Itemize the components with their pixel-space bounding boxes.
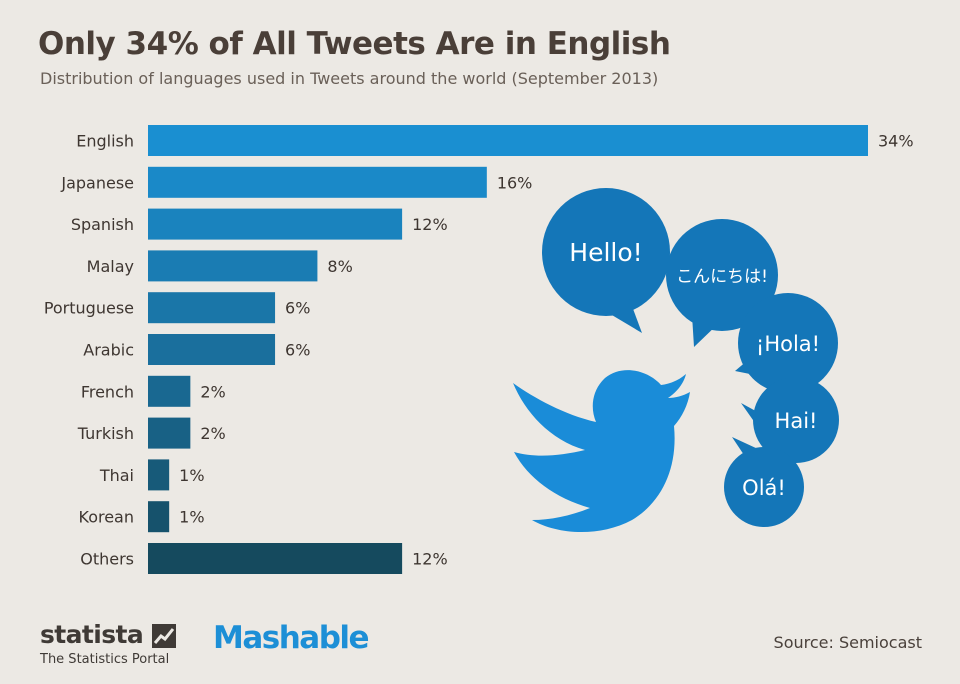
value-label-thai: 1% — [179, 466, 204, 485]
category-label-turkish: Turkish — [77, 424, 134, 443]
value-label-spanish: 12% — [412, 215, 448, 234]
source-text: Source: Semiocast — [773, 633, 922, 652]
category-label-spanish: Spanish — [71, 215, 134, 234]
bubble-text-konnichiwa: こんにちは! — [676, 267, 768, 287]
speech-bubble-hello: Hello! — [542, 188, 670, 333]
bar-portuguese — [148, 292, 276, 324]
bar-others — [148, 543, 403, 574]
value-label-portuguese: 6% — [285, 299, 310, 318]
bubble-text-hello: Hello! — [569, 238, 642, 267]
bubble-text-hola: ¡Hola! — [756, 332, 820, 356]
chart-title: Only 34% of All Tweets Are in English — [38, 26, 671, 62]
speech-bubble-konnichiwa: こんにちは! — [666, 219, 778, 347]
value-label-english: 34% — [878, 132, 914, 151]
chart-area: English 34% Japanese 16% Spanish 12% Malay 8% Po… — [44, 125, 914, 574]
value-label-korean: 1% — [179, 508, 204, 527]
value-label-french: 2% — [200, 382, 225, 401]
bar-spanish — [148, 208, 403, 240]
footer: statista The Statistics Portal Mashable … — [0, 612, 960, 684]
bar-thai — [148, 459, 170, 491]
value-label-arabic: 6% — [285, 341, 310, 360]
category-label-portuguese: Portuguese — [44, 299, 134, 318]
bar-french — [148, 375, 191, 407]
illustration: Hello! こんにちは! ¡Hola! Hai! Olá! — [513, 188, 839, 533]
category-label-japanese: Japanese — [60, 173, 134, 192]
statista-tagline: The Statistics Portal — [40, 652, 170, 667]
bar-korean — [148, 501, 170, 533]
chart-subtitle: Distribution of languages used in Tweets… — [40, 69, 659, 88]
value-label-turkish: 2% — [200, 424, 225, 443]
speech-bubble-ola: Olá! — [724, 437, 804, 527]
category-label-korean: Korean — [79, 508, 135, 527]
bar-malay — [148, 250, 318, 282]
category-label-others: Others — [80, 550, 134, 569]
speech-bubble-hola: ¡Hola! — [735, 293, 838, 393]
category-label-english: English — [76, 132, 134, 151]
bar-english — [148, 125, 868, 156]
category-label-french: French — [81, 382, 134, 401]
value-label-japanese: 16% — [497, 173, 533, 192]
value-label-others: 12% — [412, 550, 448, 569]
bar-japanese — [148, 166, 487, 198]
speech-bubble-hai: Hai! — [741, 377, 839, 463]
category-label-thai: Thai — [99, 466, 134, 485]
statista-logo: statista — [40, 620, 144, 649]
bars-layer: English 34% Japanese 16% Spanish 12% Malay 8% Po… — [44, 125, 914, 574]
statista-logo-mark-icon — [152, 624, 176, 648]
bubble-text-ola: Olá! — [742, 476, 786, 500]
mashable-logo: Mashable — [213, 620, 370, 656]
twitter-bird-icon — [513, 370, 690, 533]
category-label-arabic: Arabic — [83, 341, 134, 360]
value-label-malay: 8% — [327, 257, 352, 276]
category-label-malay: Malay — [87, 257, 134, 276]
bubble-text-hai: Hai! — [775, 409, 818, 433]
bar-arabic — [148, 334, 276, 365]
bar-turkish — [148, 417, 191, 449]
